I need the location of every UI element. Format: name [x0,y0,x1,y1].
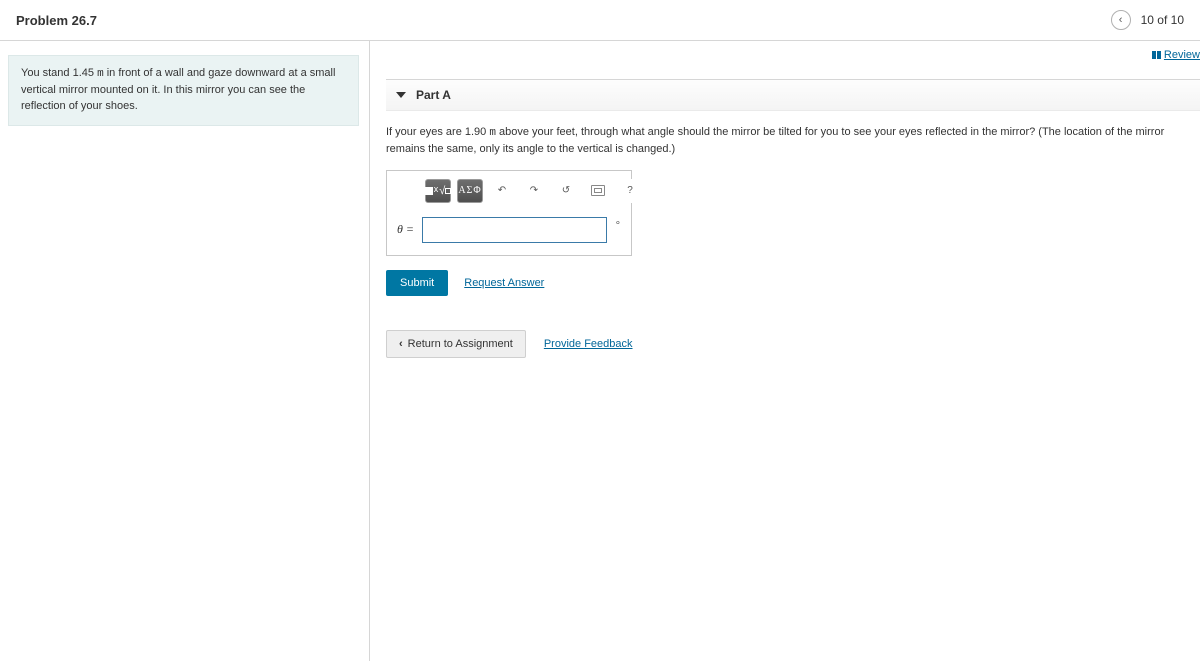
template-button[interactable]: x √ [425,179,451,203]
request-answer-link[interactable]: Request Answer [464,277,544,289]
action-row: Submit Request Answer [386,270,1200,296]
answer-input[interactable] [422,217,607,243]
redo-button[interactable]: ↷ [521,179,547,203]
keyboard-button[interactable] [585,179,611,203]
problem-counter: 10 of 10 [1141,13,1184,27]
main: You stand 1.45 m in front of a wall and … [0,41,1200,661]
prev-button[interactable]: ‹ [1111,10,1131,30]
greek-button[interactable]: ΑΣΦ [457,179,483,203]
equation-toolbar: x √ ΑΣΦ ↶ ↷ ↺ ? [397,179,621,203]
right-column: Review Part A If your eyes are 1.90 m ab… [370,41,1200,661]
part-label: Part A [416,88,451,102]
return-label: Return to Assignment [408,338,513,350]
input-row: θ = ∘ [397,217,621,243]
return-button[interactable]: ‹ Return to Assignment [386,330,526,358]
part-header: Part A [386,79,1200,111]
unit-label: ∘ [615,218,621,229]
equation-lhs: θ = [397,222,414,237]
review-link[interactable]: Review [1152,49,1200,61]
reset-button[interactable]: ↺ [553,179,579,203]
template-icon: x √ [425,185,452,197]
header: Problem 26.7 ‹ 10 of 10 [0,0,1200,41]
undo-button[interactable]: ↶ [489,179,515,203]
problem-intro: You stand 1.45 m in front of a wall and … [8,55,359,126]
question-text: If your eyes are 1.90 m above your feet,… [386,111,1200,170]
left-column: You stand 1.45 m in front of a wall and … [0,41,370,661]
problem-title: Problem 26.7 [16,13,97,28]
review-label: Review [1164,49,1200,61]
provide-feedback-link[interactable]: Provide Feedback [544,338,633,350]
footer-row: ‹ Return to Assignment Provide Feedback [386,330,1200,358]
submit-button[interactable]: Submit [386,270,448,296]
answer-box: x √ ΑΣΦ ↶ ↷ ↺ ? θ = ∘ [386,170,632,256]
collapse-caret-icon[interactable] [396,92,406,98]
help-button[interactable]: ? [617,179,643,203]
header-nav: ‹ 10 of 10 [1111,10,1184,30]
keyboard-icon [591,185,605,196]
review-icon [1152,51,1161,59]
chevron-left-icon: ‹ [399,338,403,350]
